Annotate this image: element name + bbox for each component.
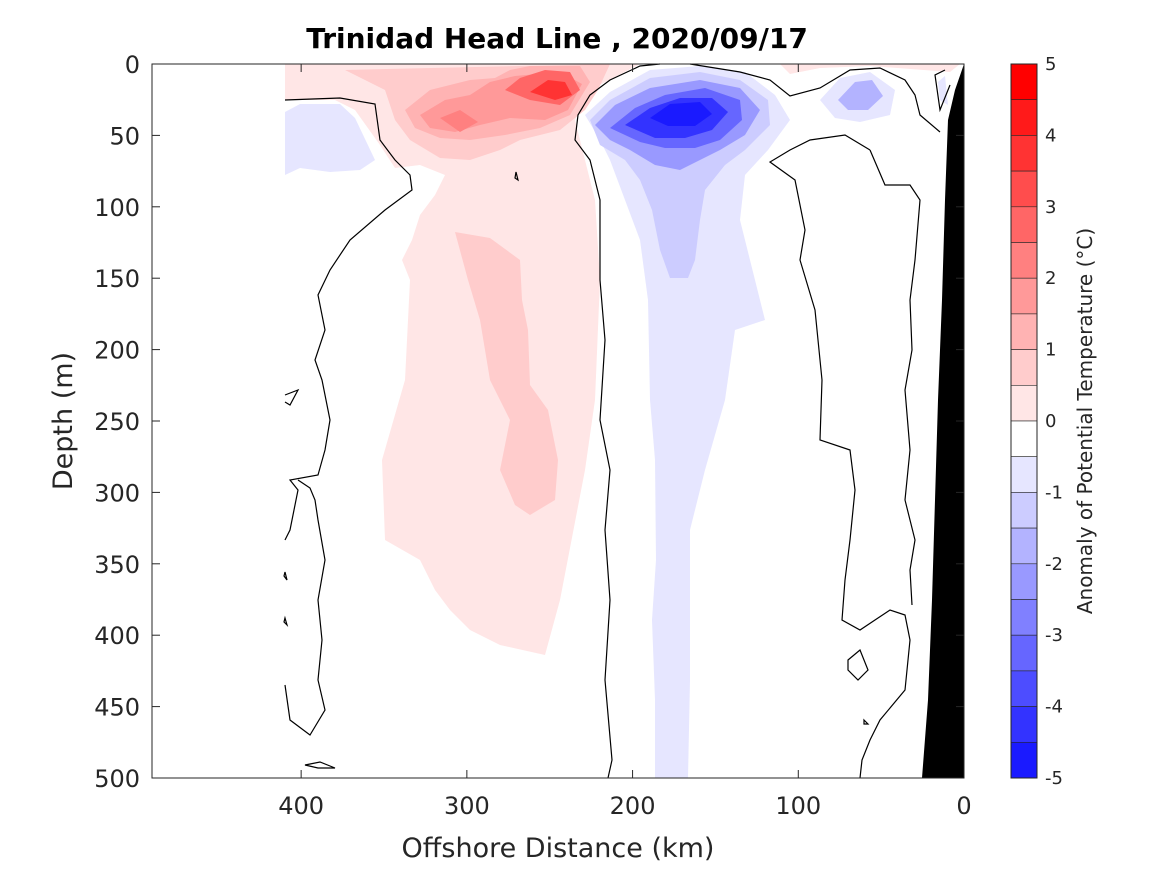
warm-region-2 bbox=[455, 232, 558, 515]
colorbar-tick-label: -1 bbox=[1045, 482, 1063, 503]
y-tick-label: 100 bbox=[94, 194, 140, 222]
colorbar-tick-label: -2 bbox=[1045, 554, 1063, 575]
y-tick-label: 350 bbox=[94, 551, 140, 579]
colorbar-swatch bbox=[1010, 349, 1038, 386]
x-tick-label: 400 bbox=[278, 792, 324, 820]
cool-region-0 bbox=[285, 104, 375, 175]
colorbar-tick-label: 2 bbox=[1045, 268, 1056, 289]
y-tick-label: 400 bbox=[94, 622, 140, 650]
x-tick-label: 100 bbox=[775, 792, 821, 820]
y-tick-label: 150 bbox=[94, 265, 140, 293]
x-axis-ticks: 400 300 200 100 0 bbox=[278, 64, 972, 820]
colorbar: 5 4 3 2 1 0 -1 -2 -3 -4 -5 Anomaly of Potential Te… bbox=[1010, 54, 1097, 789]
cool-region-1 bbox=[585, 66, 790, 778]
colorbar-swatch bbox=[1010, 277, 1038, 315]
y-tick-label: 500 bbox=[94, 765, 140, 793]
contour-line-2 bbox=[574, 63, 661, 779]
colorbar-swatch bbox=[1010, 741, 1038, 779]
colorbar-tick-label: -5 bbox=[1045, 768, 1063, 789]
colorbar-tick-label: -3 bbox=[1045, 625, 1063, 646]
contour-line-12 bbox=[283, 615, 289, 628]
colorbar-swatch bbox=[1010, 99, 1038, 136]
colorbar-swatch bbox=[1010, 135, 1038, 172]
contour-line-13 bbox=[863, 718, 870, 725]
contour-line-0 bbox=[284, 97, 413, 541]
colorbar-swatches bbox=[1010, 63, 1038, 779]
x-axis-label: Offshore Distance (km) bbox=[402, 833, 715, 864]
colorbar-tick-label: 5 bbox=[1045, 54, 1056, 75]
colorbar-ticks: 5 4 3 2 1 0 -1 -2 -3 -4 -5 bbox=[1045, 54, 1063, 789]
cool-region-8 bbox=[838, 80, 883, 110]
colorbar-tick-label: 1 bbox=[1045, 340, 1056, 361]
colorbar-swatch bbox=[1010, 63, 1038, 101]
colorbar-frame bbox=[1010, 63, 1038, 779]
colorbar-swatch bbox=[1010, 670, 1038, 707]
plot-area: 400 300 200 100 0 0 50 100 150 200 250 300 350 400 45… bbox=[94, 51, 971, 820]
colorbar-swatch bbox=[1010, 563, 1038, 600]
contour-line-11 bbox=[283, 571, 288, 581]
y-axis-label: Depth (m) bbox=[48, 352, 79, 490]
chart-title: Trinidad Head Line , 2020/09/17 bbox=[306, 22, 808, 55]
colorbar-tick-label: 4 bbox=[1045, 125, 1056, 146]
colorbar-swatch bbox=[1010, 242, 1038, 279]
colorbar-tick-label: 0 bbox=[1045, 411, 1056, 432]
y-tick-label: 250 bbox=[94, 408, 140, 436]
contour-line-8 bbox=[304, 761, 336, 769]
contour-line-9 bbox=[284, 388, 300, 406]
colorbar-swatch bbox=[1010, 384, 1038, 422]
x-tick-label: 0 bbox=[956, 792, 971, 820]
contour-line-5 bbox=[768, 134, 911, 779]
colorbar-label: Anomaly of Potential Temperature (°C) bbox=[1073, 228, 1097, 614]
colorbar-swatch bbox=[1010, 492, 1038, 529]
contour-line-4 bbox=[934, 69, 951, 113]
colorbar-swatch bbox=[1010, 456, 1038, 493]
contour-line-7 bbox=[847, 649, 869, 681]
contour-line-6 bbox=[869, 149, 921, 606]
cool-region-6 bbox=[650, 102, 712, 126]
warm-region-7 bbox=[530, 80, 572, 100]
y-axis-ticks: 0 50 100 150 200 250 300 350 400 450 500 bbox=[94, 51, 964, 793]
colorbar-swatch bbox=[1010, 706, 1038, 743]
contour-line-10 bbox=[514, 171, 519, 182]
contour-line-1 bbox=[284, 479, 326, 736]
x-tick-label: 200 bbox=[610, 792, 656, 820]
colorbar-tick-label: 3 bbox=[1045, 197, 1056, 218]
warm-region-5 bbox=[440, 110, 478, 132]
bottom-topography bbox=[922, 64, 964, 778]
colorbar-swatch bbox=[1010, 313, 1038, 350]
colorbar-swatch bbox=[1010, 170, 1038, 208]
zero-contours bbox=[283, 63, 951, 779]
contour-line-3 bbox=[689, 63, 941, 133]
y-tick-label: 300 bbox=[94, 479, 140, 507]
x-tick-label: 300 bbox=[444, 792, 490, 820]
y-tick-label: 200 bbox=[94, 337, 140, 365]
colorbar-swatch bbox=[1010, 634, 1038, 672]
colorbar-swatch bbox=[1010, 206, 1038, 243]
colorbar-swatch bbox=[1010, 420, 1038, 458]
colorbar-swatch bbox=[1010, 599, 1038, 636]
y-tick-label: 50 bbox=[109, 122, 140, 150]
colorbar-swatch bbox=[1010, 527, 1038, 565]
colorbar-tick-label: -4 bbox=[1045, 697, 1063, 718]
y-tick-label: 0 bbox=[125, 51, 140, 79]
warm-region-0 bbox=[285, 64, 960, 655]
y-tick-label: 450 bbox=[94, 694, 140, 722]
